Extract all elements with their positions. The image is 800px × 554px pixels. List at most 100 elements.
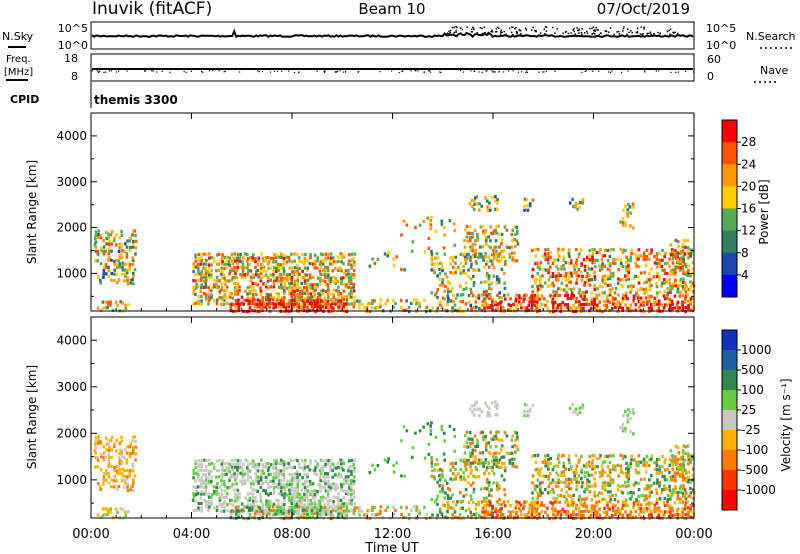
nsearch-dot [520,32,522,35]
velocity-echo [681,449,685,453]
velocity-echo [600,491,604,495]
power-echo [472,268,475,272]
velocity-echo [496,484,499,488]
velocity-echo [617,474,620,478]
power-echo [268,305,272,309]
power-echo [296,285,299,289]
power-echo [290,281,294,286]
power-echo [689,284,693,288]
power-echo [125,245,129,249]
power-echo [252,302,256,306]
power-echo [296,282,299,286]
velocity-echo [255,509,259,513]
velocity-echo [647,501,650,505]
power-echo [621,293,625,297]
power-echo [603,264,607,268]
power-echo [549,255,552,259]
nave-dot [692,71,695,73]
velocity-echo [629,512,632,516]
power-echo [96,259,100,263]
colorbar-tick-label: 1000 [741,343,772,357]
velocity-echo [590,506,594,511]
power-echo [655,257,659,261]
power-echo [411,240,415,244]
power-echo [107,269,111,273]
power-echo [665,296,669,301]
velocity-echo [267,508,271,512]
velocity-echo [617,484,620,488]
power-echo [347,253,351,257]
nave-dot [391,70,393,72]
power-echo [632,299,635,303]
velocity-echo [106,507,110,511]
power-echo [121,249,124,253]
velocity-echo [473,407,476,412]
colorbar-segment [722,390,737,411]
velocity-echo [626,480,630,484]
power-echo [669,272,673,276]
velocity-echo [555,480,558,485]
power-echo [283,292,286,296]
power-echo [488,287,491,291]
nsearch-dot [613,33,615,36]
power-echo [660,264,664,268]
velocity-echo [204,500,208,504]
colorbar-segment [722,230,737,254]
power-echo [443,226,446,230]
power-echo [567,287,570,291]
velocity-echo [321,506,325,510]
power-echo [518,296,521,300]
velocity-echo [608,515,611,519]
velocity-echo [371,506,374,510]
power-echo [477,296,481,300]
velocity-echo [331,468,335,472]
power-echo [473,202,476,206]
velocity-echo [559,494,563,498]
power-echo [373,299,376,303]
power-echo [108,249,111,253]
velocity-echo [282,517,286,521]
power-echo [679,280,682,284]
velocity-echo [621,471,625,475]
velocity-echo [225,472,228,476]
velocity-echo [579,501,583,505]
velocity-echo [467,474,470,478]
velocity-echo [319,505,323,510]
power-echo [236,252,240,257]
velocity-echo [288,492,292,496]
velocity-echo [258,517,261,521]
velocity-echo [254,488,257,492]
power-echo [531,198,535,202]
velocity-echo [495,481,499,485]
velocity-echo [334,505,338,509]
power-echo [313,262,317,266]
velocity-echo [308,505,312,509]
velocity-echo [670,493,674,497]
velocity-echo [671,509,674,513]
nsearch-dot [518,29,521,32]
nsearch-dot [649,31,652,33]
power-echo [603,300,606,304]
velocity-echo [215,485,218,490]
nave-dot [110,70,112,72]
power-echo [324,252,327,256]
power-echo [639,296,643,300]
power-echo [609,290,613,295]
velocity-echo [200,501,203,505]
velocity-echo [582,504,586,508]
power-echo [107,252,111,256]
power-echo [282,253,286,257]
velocity-echo [583,497,586,501]
velocity-echo [350,493,353,497]
velocity-echo [94,446,98,450]
power-echo [557,247,560,251]
velocity-echo [115,465,119,469]
velocity-echo [342,489,345,493]
velocity-echo [210,462,214,466]
power-echo [345,298,349,302]
power-echo [133,268,137,272]
nsearch-dot [650,33,652,36]
velocity-echo [676,490,680,494]
power-echo [640,287,643,291]
power-echo [418,305,421,309]
